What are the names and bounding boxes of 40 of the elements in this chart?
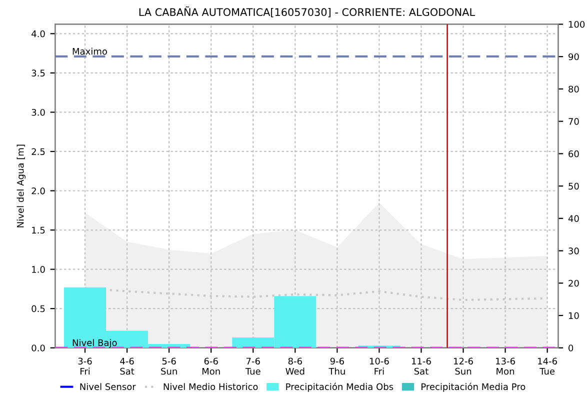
legend-label: Precipitación Media Obs — [286, 382, 394, 392]
x-tick-label: 3-6 Fri — [78, 358, 92, 375]
y-tick-label: 1.0 — [32, 266, 45, 273]
x-tick-label: 14-6 Tue — [538, 358, 557, 375]
y-tick-label: 0.5 — [32, 305, 45, 312]
y2-tick-label: 30 — [568, 247, 579, 254]
x-tick-label: 13-6 Mon — [496, 358, 515, 375]
y2-tick-label: 20 — [568, 280, 579, 287]
y2-tick-label: 50 — [568, 182, 579, 190]
ref-line-label: Nivel Bajo — [72, 339, 117, 348]
x-tick-label: 6-6 Mon — [202, 358, 220, 375]
x-tick-label: 10-6 Fri — [370, 358, 389, 375]
x-tick-label: 7-6 Tue — [245, 358, 260, 375]
y-tick-label: 1.5 — [32, 226, 45, 234]
y2-tick-label: 90 — [568, 53, 579, 60]
y-tick-label: 3.0 — [32, 108, 45, 116]
y2-tick-label: 70 — [568, 118, 579, 125]
ref-line-label: Maximo — [72, 48, 107, 55]
x-tick-label: 8-6 Wed — [286, 358, 304, 375]
legend-label: Precipitación Media Pro — [422, 382, 526, 392]
y-axis-title: Nivel del Agua [m] — [16, 144, 26, 228]
y2-tick-label: 10 — [568, 312, 579, 320]
chart-title: LA CABAÑA AUTOMATICA[16057030] - CORRIENTE: ALGODONAL — [139, 6, 475, 18]
y2-tick-label: 40 — [568, 215, 579, 222]
x-tick-label: 9-6 Thu — [328, 358, 345, 375]
y-tick-label: 2.0 — [32, 187, 45, 194]
x-tick-label: 4-6 Sat — [120, 358, 134, 375]
legend-label: Nivel Medio Historico — [164, 383, 258, 390]
y2-tick-label: 0 — [568, 344, 574, 352]
x-tick-label: 5-6 Sun — [161, 358, 177, 375]
x-tick-label: 11-6 Sat — [412, 358, 431, 375]
y2-tick-label: 100 — [568, 20, 585, 28]
y-tick-label: 2.5 — [32, 148, 45, 156]
x-tick-label: 12-6 Sun — [454, 358, 473, 375]
y2-tick-label: 60 — [568, 150, 579, 158]
y-tick-label: 0.0 — [32, 344, 45, 352]
legend-label: Nivel Sensor — [80, 383, 136, 390]
y2-tick-label: 80 — [568, 86, 579, 93]
y-tick-label: 3.5 — [32, 70, 45, 76]
y-tick-label: 4.0 — [32, 30, 45, 38]
